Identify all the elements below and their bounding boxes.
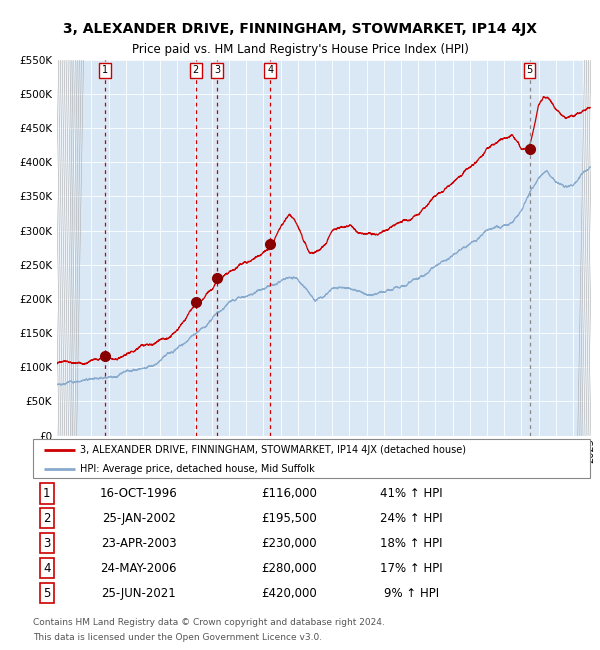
Text: 1: 1 [102, 66, 108, 75]
Text: 18% ↑ HPI: 18% ↑ HPI [380, 537, 443, 550]
Text: 4: 4 [267, 66, 274, 75]
Text: 24-MAY-2006: 24-MAY-2006 [101, 562, 177, 575]
Text: £420,000: £420,000 [261, 587, 317, 600]
Text: £116,000: £116,000 [261, 487, 317, 500]
Text: 9% ↑ HPI: 9% ↑ HPI [384, 587, 439, 600]
Text: 3: 3 [214, 66, 220, 75]
Text: Contains HM Land Registry data © Crown copyright and database right 2024.: Contains HM Land Registry data © Crown c… [33, 618, 385, 627]
Text: 3, ALEXANDER DRIVE, FINNINGHAM, STOWMARKET, IP14 4JX (detached house): 3, ALEXANDER DRIVE, FINNINGHAM, STOWMARK… [80, 445, 466, 455]
Text: This data is licensed under the Open Government Licence v3.0.: This data is licensed under the Open Gov… [33, 632, 322, 642]
Text: 16-OCT-1996: 16-OCT-1996 [100, 487, 178, 500]
Text: £195,500: £195,500 [261, 512, 317, 525]
Text: 4: 4 [43, 562, 50, 575]
Text: 3, ALEXANDER DRIVE, FINNINGHAM, STOWMARKET, IP14 4JX: 3, ALEXANDER DRIVE, FINNINGHAM, STOWMARK… [63, 22, 537, 36]
Text: 5: 5 [526, 66, 533, 75]
Text: £280,000: £280,000 [262, 562, 317, 575]
Text: Price paid vs. HM Land Registry's House Price Index (HPI): Price paid vs. HM Land Registry's House … [131, 43, 469, 56]
Text: 24% ↑ HPI: 24% ↑ HPI [380, 512, 443, 525]
Text: 1: 1 [43, 487, 50, 500]
Text: 3: 3 [43, 537, 50, 550]
Text: HPI: Average price, detached house, Mid Suffolk: HPI: Average price, detached house, Mid … [80, 463, 315, 474]
Text: £230,000: £230,000 [262, 537, 317, 550]
Text: 17% ↑ HPI: 17% ↑ HPI [380, 562, 443, 575]
Text: 25-JUN-2021: 25-JUN-2021 [101, 587, 176, 600]
Text: 2: 2 [43, 512, 50, 525]
Text: 41% ↑ HPI: 41% ↑ HPI [380, 487, 443, 500]
Text: 2: 2 [193, 66, 199, 75]
Text: 25-JAN-2002: 25-JAN-2002 [102, 512, 176, 525]
Text: 5: 5 [43, 587, 50, 600]
FancyBboxPatch shape [33, 439, 590, 478]
Text: 23-APR-2003: 23-APR-2003 [101, 537, 176, 550]
